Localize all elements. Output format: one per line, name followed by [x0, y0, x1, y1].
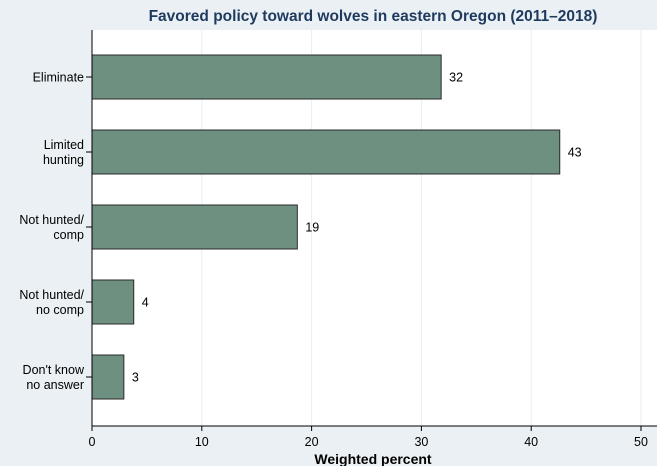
x-tick-label-0: 0 — [89, 435, 96, 449]
category-label-2-1: comp — [53, 228, 84, 242]
category-label-0-0: Eliminate — [33, 71, 84, 85]
bar-1 — [91, 129, 561, 175]
data-label-0: 32 — [449, 71, 463, 85]
x-tick-label-30: 30 — [414, 435, 428, 449]
category-label-4-0: Don't know — [23, 363, 85, 377]
bar-4 — [91, 354, 125, 400]
bar-2 — [91, 204, 298, 250]
x-ticks: 0 10 20 30 40 50 — [89, 426, 648, 449]
category-label-1-0: Limited — [44, 138, 84, 152]
bars — [91, 54, 561, 400]
data-label-3: 4 — [142, 296, 149, 310]
x-tick-label-20: 20 — [305, 435, 319, 449]
category-label-3-0: Not hunted/ — [19, 288, 84, 302]
x-tick-label-40: 40 — [524, 435, 538, 449]
data-label-1: 43 — [568, 146, 582, 160]
category-label-1-1: hunting — [43, 153, 84, 167]
category-label-3-1: no comp — [36, 303, 84, 317]
data-label-2: 19 — [305, 221, 319, 235]
x-axis-title: Weighted percent — [314, 451, 432, 466]
chart-title: Favored policy toward wolves in eastern … — [149, 8, 598, 25]
category-label-4-1: no answer — [26, 378, 84, 392]
x-tick-label-50: 50 — [634, 435, 648, 449]
bar-0 — [91, 54, 442, 100]
data-label-4: 3 — [132, 371, 139, 385]
x-tick-label-10: 10 — [195, 435, 209, 449]
category-label-2-0: Not hunted/ — [19, 213, 84, 227]
bar-3 — [91, 279, 135, 325]
